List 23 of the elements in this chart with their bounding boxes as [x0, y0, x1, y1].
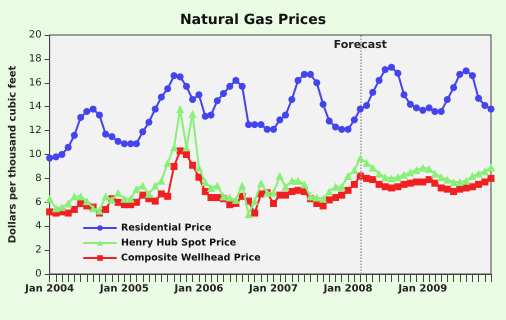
y-tick-label: 12 — [28, 125, 42, 136]
x-tick-label: Jan 2007 — [248, 284, 298, 294]
x-tick-label: Jan 2009 — [397, 284, 448, 294]
x-tick-label: Jan 2006 — [173, 284, 224, 294]
legend-label: Residential Price — [121, 222, 212, 234]
x-tick-label: Jan 2008 — [322, 284, 373, 294]
y-tick-label: 8 — [35, 172, 42, 184]
legend-label: Henry Hub Spot Price — [121, 238, 236, 248]
y-tick-label: 14 — [28, 101, 42, 112]
chart-title: Natural Gas Prices — [180, 12, 326, 28]
y-tick-label: 4 — [35, 220, 42, 232]
y-tick-label: 10 — [28, 149, 42, 160]
y-tick-label: 6 — [35, 196, 42, 208]
x-tick-label: Jan 2004 — [24, 284, 74, 294]
y-tick-label: 20 — [28, 30, 42, 40]
y-tick-label: 18 — [28, 53, 42, 64]
y-tick-label: 2 — [35, 244, 42, 256]
legend-label: Composite Wellhead Price — [121, 252, 261, 264]
y-tick-label: 16 — [28, 77, 42, 88]
x-tick-label: Jan 2005 — [98, 284, 149, 294]
y-axis-title: Dollars per thousand cubic feet — [8, 65, 18, 244]
ref-line-label: Forecast — [334, 38, 387, 51]
y-tick-label: 0 — [35, 268, 42, 280]
